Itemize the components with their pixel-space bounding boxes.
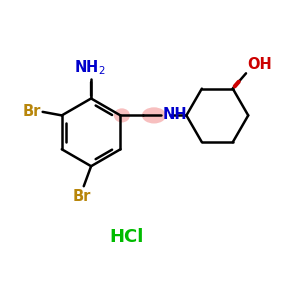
Text: NH: NH: [162, 107, 187, 122]
Text: Br: Br: [22, 104, 41, 119]
Text: OH: OH: [247, 57, 272, 72]
Text: Br: Br: [73, 189, 92, 204]
Text: NH$_2$: NH$_2$: [74, 58, 106, 77]
Text: HCl: HCl: [109, 228, 144, 246]
Ellipse shape: [142, 107, 166, 124]
Ellipse shape: [114, 108, 130, 122]
